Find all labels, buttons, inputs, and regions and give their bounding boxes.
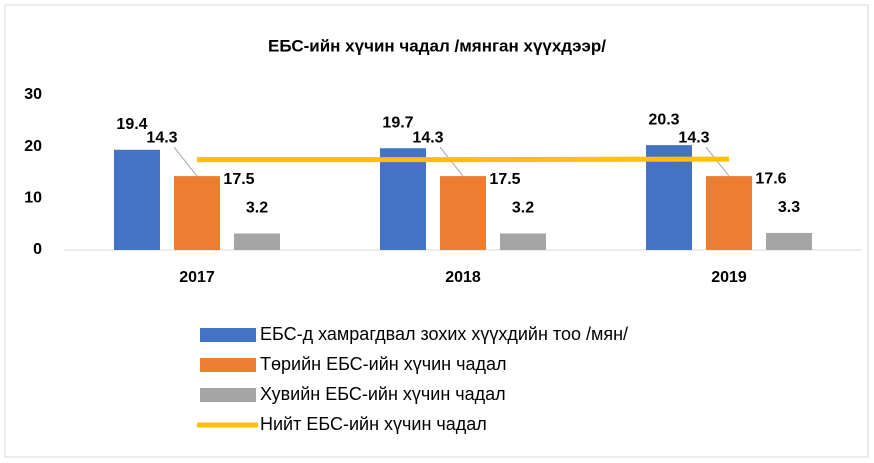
bar <box>766 232 812 250</box>
data-label: 3.3 <box>778 199 800 216</box>
line-series <box>197 156 730 163</box>
x-tick-label: 2018 <box>445 269 481 286</box>
legend-swatch <box>200 358 256 372</box>
bar <box>646 145 692 250</box>
bar <box>234 233 280 250</box>
data-label: 3.2 <box>512 200 534 217</box>
y-tick-label: 0 <box>33 241 42 258</box>
data-label: 3.2 <box>246 200 268 217</box>
data-label: 14.3 <box>412 129 443 146</box>
x-tick-label: 2017 <box>179 269 215 286</box>
legend-label: ЕБС-д хамрагдвал зохих хүүхдийн тоо /мян… <box>260 324 628 344</box>
data-label: 17.5 <box>223 171 254 188</box>
bar <box>706 176 752 250</box>
bar <box>174 176 220 250</box>
y-tick-label: 10 <box>24 190 42 207</box>
data-label: 19.7 <box>382 114 413 131</box>
bar <box>440 176 486 250</box>
legend-label: Төрийн ЕБС-ийн хүчин чадал <box>260 354 507 374</box>
legend-swatch <box>200 328 256 342</box>
leader-line <box>173 146 198 177</box>
data-label: 14.3 <box>678 129 709 146</box>
leader-line <box>705 146 730 177</box>
y-tick-label: 20 <box>24 138 42 155</box>
data-label: 17.6 <box>755 170 786 187</box>
data-label: 20.3 <box>648 111 679 128</box>
chart-title: ЕБС-ийн хүчин чадал /мянган хүүхдээр/ <box>268 36 606 55</box>
legend-swatch <box>200 388 256 402</box>
y-tick-label: 30 <box>24 86 42 103</box>
data-label: 17.5 <box>489 171 520 188</box>
bar <box>500 233 546 250</box>
bar <box>380 148 426 250</box>
legend-label: Нийт ЕБС-ийн хүчин чадал <box>260 414 487 434</box>
data-label: 19.4 <box>116 116 147 133</box>
x-tick-label: 2019 <box>711 269 747 286</box>
data-label: 14.3 <box>146 129 177 146</box>
legend-label: Хувийн ЕБС-ийн хүчин чадал <box>260 384 506 404</box>
bar <box>114 149 160 250</box>
